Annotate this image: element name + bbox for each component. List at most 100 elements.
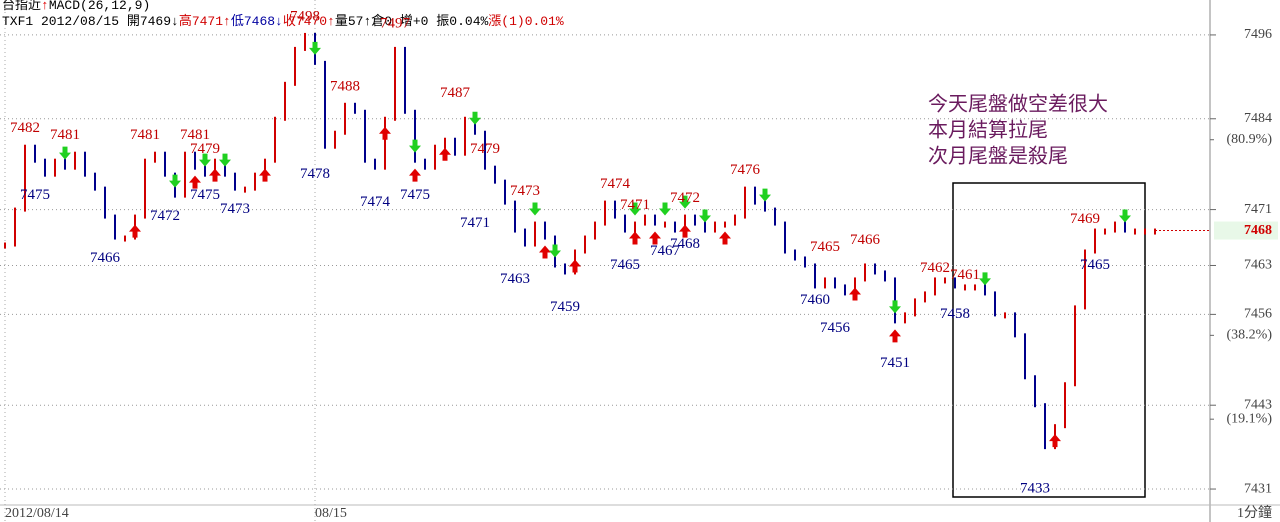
price-bar [1144, 228, 1146, 235]
price-bar [984, 284, 986, 296]
price-bar [534, 221, 536, 247]
buy-arrow [379, 126, 391, 140]
buy-arrow [849, 287, 861, 301]
price-bar [994, 291, 996, 317]
price-bar [34, 144, 36, 163]
price-bar [614, 200, 616, 219]
sell-arrow [979, 272, 991, 286]
price-bar [924, 291, 926, 303]
price-bar [154, 151, 156, 163]
price-bar [484, 130, 486, 170]
low-label: 7475 [20, 187, 50, 203]
price-bar [444, 137, 446, 149]
price-bar [274, 116, 276, 163]
price-bar [774, 207, 776, 226]
price-bar [414, 109, 416, 163]
price-bar [1124, 221, 1126, 233]
y-tick-label: 7496 [1244, 27, 1272, 42]
price-bar [734, 214, 736, 226]
price-bar [634, 221, 636, 233]
buy-arrow [189, 175, 201, 189]
buy-arrow [1049, 434, 1061, 448]
sell-arrow [549, 244, 561, 258]
sell-arrow [219, 153, 231, 167]
sell-arrow [309, 41, 321, 55]
price-bar [144, 158, 146, 219]
high-label: 7474 [600, 176, 631, 192]
price-bar [384, 116, 386, 170]
price-bar [854, 277, 856, 296]
high-label: 7469 [1070, 211, 1100, 227]
annotation: 本月結算拉尾 [928, 118, 1048, 142]
price-bar [1014, 312, 1016, 338]
low-label: 7456 [820, 320, 851, 336]
buy-arrow [629, 231, 641, 245]
price-bar [84, 151, 86, 177]
high-label: 7482 [10, 120, 40, 136]
buy-arrow [679, 224, 691, 238]
price-bar [514, 200, 516, 233]
price-bar [14, 207, 16, 247]
price-bar [114, 214, 116, 240]
x-tick-label: 2012/08/14 [5, 506, 69, 521]
low-label: 7478 [300, 166, 330, 182]
header-segment: ↑ [41, 0, 49, 13]
low-label: 7433 [1020, 481, 1050, 497]
low-label: 7475 [400, 187, 430, 203]
sell-arrow [409, 139, 421, 153]
price-bar [584, 235, 586, 254]
price-bar [1154, 228, 1156, 235]
sell-arrow [199, 153, 211, 167]
price-bar [194, 151, 196, 170]
price-bar [234, 172, 236, 191]
high-label: 7462 [920, 260, 950, 276]
price-bar [1024, 333, 1026, 380]
price-bar [544, 221, 546, 240]
price-bar [404, 46, 406, 114]
price-bar [714, 221, 716, 233]
price-bar [624, 214, 626, 233]
price-bar [814, 263, 816, 289]
low-label: 7468 [670, 236, 700, 252]
annotation: 次月尾盤是殺尾 [928, 144, 1068, 168]
header-line1: 台指近↑MACD(26,12,9) [2, 0, 150, 13]
price-bar [184, 151, 186, 198]
price-bar [1044, 403, 1046, 450]
price-bar [954, 277, 956, 289]
low-label: 7466 [90, 250, 121, 266]
buy-arrow [209, 168, 221, 182]
price-bar [424, 158, 426, 170]
price-bar [374, 158, 376, 170]
high-label: 7473 [510, 183, 540, 199]
price-bar [264, 158, 266, 177]
price-bar [804, 256, 806, 268]
low-label: 7467 [650, 243, 681, 259]
price-bar [724, 221, 726, 228]
price-bar [474, 116, 476, 135]
price-bar [244, 186, 246, 193]
price-bar [844, 284, 846, 296]
x-tick-label: 08/15 [315, 506, 347, 521]
price-bar [684, 214, 686, 233]
price-bar [974, 284, 976, 291]
price-bar [1104, 228, 1106, 235]
low-label: 7475 [190, 187, 220, 203]
y-tick-label: 7463 [1244, 258, 1272, 273]
price-bar [744, 186, 746, 219]
fib-label: (80.9%) [1227, 132, 1273, 147]
last-price-box [1214, 221, 1278, 240]
price-bar [1064, 382, 1066, 429]
low-label: 7451 [880, 355, 910, 371]
buy-arrow [889, 329, 901, 343]
low-label: 7463 [500, 271, 530, 287]
low-label: 7460 [800, 292, 830, 308]
price-bar [824, 277, 826, 289]
low-label: 7458 [940, 306, 970, 322]
header-line2: TXF1 2012/08/15 開7469↓高7471↑低7468↓收7470↑… [2, 13, 564, 29]
highlight-box [952, 182, 1146, 498]
sell-arrow [529, 202, 541, 216]
sell-arrow [889, 300, 901, 314]
buy-arrow [439, 147, 451, 161]
price-bar [364, 109, 366, 163]
